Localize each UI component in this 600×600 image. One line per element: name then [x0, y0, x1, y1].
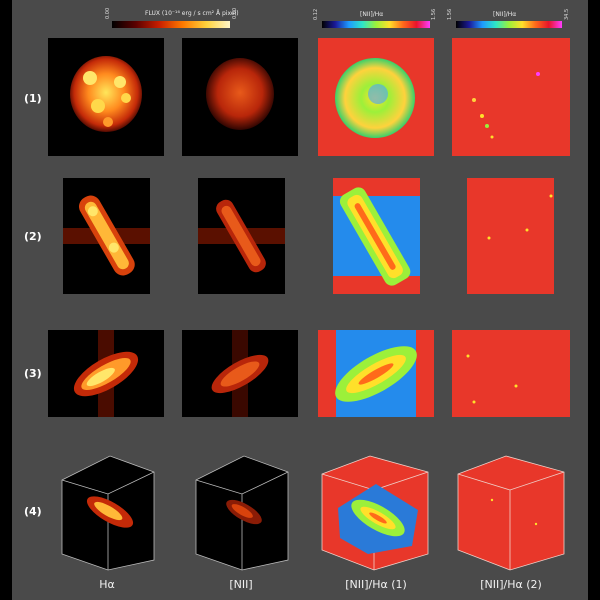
flux-colorbar-min: 0.00: [105, 7, 111, 19]
row-label-3: (3): [24, 367, 42, 380]
row1-nii-map: [182, 38, 298, 156]
row2-ratio1-map: [333, 178, 420, 294]
flux-colorbar-title: FLUX (10⁻¹⁶ erg / s cm² Å pixel): [145, 10, 239, 17]
flux-colorbar-gradient: [112, 21, 230, 28]
row1-ratio2-map: [452, 38, 570, 156]
ratio2-colorbar-max: 34.5: [564, 8, 570, 20]
ratio1-colorbar-min: 0.12: [313, 8, 319, 20]
row1-ratio1-map: [318, 38, 434, 156]
ratio2-colorbar-gradient: [456, 21, 562, 28]
row3-halpha-map: [48, 330, 164, 417]
row3-ratio2-map: [452, 330, 570, 417]
row-label-1: (1): [24, 92, 42, 105]
column-label-ratio1: [NII]/Hα (1): [345, 578, 407, 591]
column-label-nii: [NII]: [229, 578, 253, 591]
ratio2-colorbar-title: [NII]/Hα: [493, 11, 517, 18]
row-label-2: (2): [24, 230, 42, 243]
ratio1-colorbar-gradient: [322, 21, 430, 28]
row4-ratio1-cube: [316, 450, 438, 572]
row2-nii-map: [198, 178, 285, 294]
row2-halpha-map: [63, 178, 150, 294]
column-label-halpha: Hα: [99, 578, 115, 591]
row4-halpha-cube: [50, 450, 170, 572]
ratio1-colorbar-title: [NII]/Hα: [360, 11, 384, 18]
row1-halpha-map: [48, 38, 164, 156]
ratio2-colorbar-min: 1.56: [447, 8, 453, 20]
column-label-ratio2: [NII]/Hα (2): [480, 578, 542, 591]
row-label-4: (4): [24, 505, 42, 518]
row2-ratio2-map: [467, 178, 554, 294]
row3-ratio1-map: [318, 330, 434, 417]
flux-colorbar-max: 0.00: [232, 7, 238, 19]
row4-ratio2-cube: [452, 450, 574, 572]
ratio1-colorbar-max: 1.56: [431, 8, 437, 20]
row4-nii-cube: [184, 450, 304, 572]
row3-nii-map: [182, 330, 298, 417]
